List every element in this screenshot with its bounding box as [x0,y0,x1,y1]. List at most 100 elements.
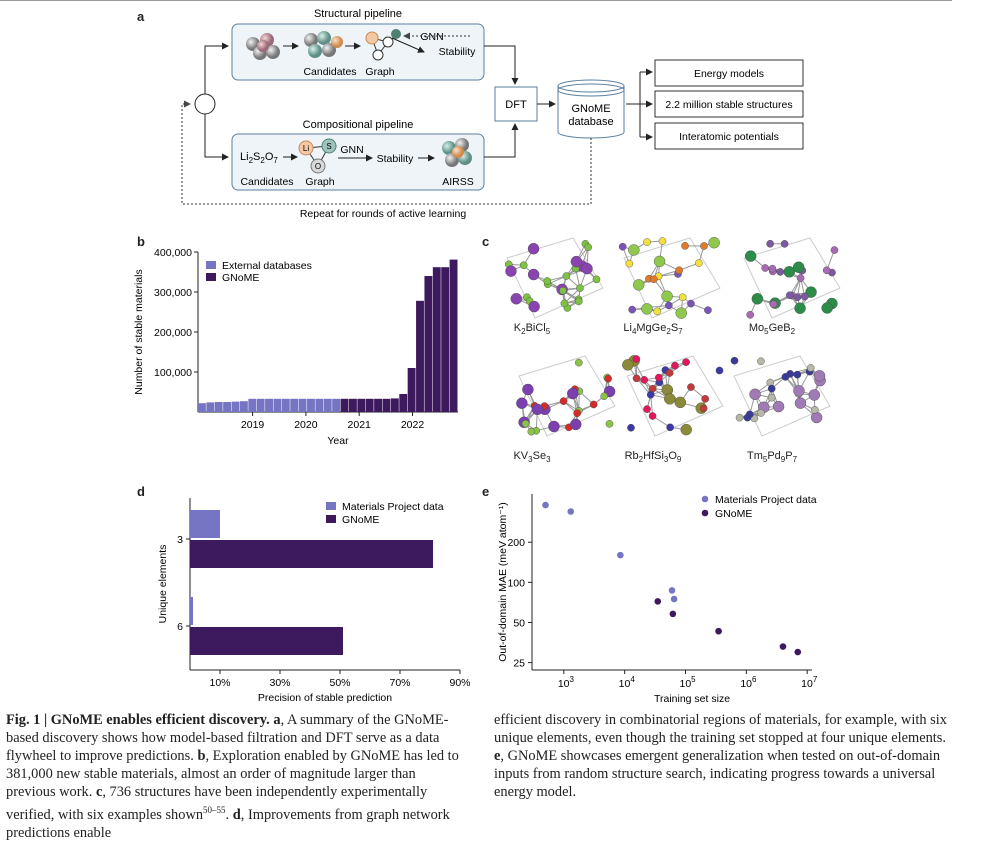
structural-pipeline-title: Structural pipeline [314,8,402,20]
chart-b-bar-external [332,399,340,412]
compositional-graph-label: Graph [305,176,334,188]
structural-gnn-label: GNN [420,31,443,43]
chart-e-point-gnome [654,598,661,605]
loop-junction-icon [195,94,215,114]
chart-e-point-gnome [794,649,801,656]
chart-b-bar-external [324,399,332,412]
svg-text:Li: Li [303,144,309,153]
crystal-formula-label: KV3Se3 [472,450,592,464]
chart-d-bar-gnome [190,540,433,568]
chart-b-xtick: 2020 [294,419,318,431]
panel-e-letter: e [482,484,489,499]
chart-b-ytick: 200,000 [154,327,192,339]
chart-b-bar-external [315,399,323,412]
chart-e-point-mp [669,587,676,594]
loop-label: Repeat for rounds of active learning [300,208,467,220]
chart-b-legend-swatch [206,261,216,269]
chart-e-legend-label: GNoME [715,508,752,520]
airss-label: AIRSS [442,176,474,188]
chart-b-bar-gnome [349,399,357,412]
chart-b-bar-external [240,401,248,412]
chart-b-bar-gnome [366,399,374,412]
chart-e-ytick: 100 [507,577,525,589]
gnn-node-icon [391,29,401,39]
chart-b-bar-external [206,402,214,412]
chart-d-xtick: 70% [389,677,410,689]
svg-text:S: S [326,142,331,151]
chart-e-point-mp [671,596,678,603]
airss-crystal-icon [442,138,472,167]
chart-b-ylabel: Number of stable materials [133,269,145,394]
chart-b-legend-label: External databases [222,260,312,272]
chart-b-bar-gnome [374,399,382,412]
chart-b-xlabel: Year [327,435,349,447]
compositional-stability-label: Stability [377,153,415,165]
structural-graph-label: Graph [365,66,394,78]
crystal-structure-image [622,355,723,436]
chart-d-legend-label: GNoME [342,514,379,526]
chart-e-ylabel: Out-of-domain MAE (meV atom⁻¹) [497,502,509,662]
chart-b-ytick: 400,000 [154,247,192,259]
chart-b-bar-external [232,402,240,412]
crystal-structure-image [731,356,830,436]
chart-e-legend-marker [702,496,709,503]
chart-e-xtick: 103 [558,675,575,690]
crystal-structures [490,236,960,466]
chart-d-xtick: 10% [209,677,230,689]
chart-e-point-gnome [670,611,677,618]
chart-b-ytick: 100,000 [154,367,192,379]
chart-e-legend-marker [702,510,709,517]
chart-b-bar-gnome [341,399,349,412]
chart-e-ytick: 200 [507,537,525,549]
chart-d-xtick: 90% [449,677,470,689]
chart-b-bar-external [290,399,298,412]
panel-c-letter: c [482,234,489,249]
chart-e-xtick: 107 [801,675,818,690]
chart-d-bar-gnome [190,627,343,655]
chart-b-bar-external [307,399,315,412]
chart-b-bar-gnome [383,399,391,412]
chart-e-point-gnome [780,643,787,650]
panel-d-letter: d [137,484,145,499]
chart-b-bar-gnome [424,276,432,412]
crystal-formula-label: Tm5Pd9P7 [712,450,832,464]
chart-d-ytick: 3 [177,534,183,546]
chart-b-bar-external [257,399,265,412]
chart-d-bar-mp [190,597,193,625]
formula-li2s2o7: Li2S2O7 [240,151,278,165]
chart-b-bar-external [265,399,273,412]
crystal-structure-image [744,238,840,318]
chart-b-ytick: 300,000 [154,287,192,299]
chart-e-point-mp [542,502,549,509]
caption-right: efficient discovery in combinatorial reg… [494,711,959,801]
compositional-gnn-label: GNN [340,144,363,156]
chart-d-bar-mp [190,510,220,538]
structural-stability-label: Stability [439,46,477,58]
chart-d-xtick: 30% [269,677,290,689]
svg-text:O: O [315,162,321,171]
chart-d-ylabel: Unique elements [157,545,169,624]
chart-e-xtick: 105 [679,675,696,690]
chart-b-bar-external [282,399,290,412]
chart-e-point-mp [567,508,574,515]
db-subtitle: database [568,116,613,128]
chart-b-legend-label: GNoME [222,272,259,284]
chart-b-bar-external [299,399,307,412]
chart-b-bar-external [198,403,206,412]
output-interatomic-potentials: Interatomic potentials [679,131,779,143]
chart-b-bar-gnome [408,368,416,412]
chart-b-bar-gnome [357,399,365,412]
chart-b-bar-gnome [450,260,458,412]
chart-b-bar-gnome [416,301,424,412]
chart-b-bar-external [223,402,231,412]
caption-left: Fig. 1 | GNoME enables efficient discove… [6,711,466,842]
pipeline-diagram: Structural pipeline Candidates Graph GNN… [0,0,981,225]
chart-b-bar-gnome [441,267,449,412]
chart-d-legend-label: Materials Project data [342,501,444,513]
chart-b-xtick: 2021 [348,419,372,431]
chart-b-bar-external [215,402,223,412]
chart-e-point-mp [617,552,624,559]
chart-d-ytick: 6 [177,621,183,633]
